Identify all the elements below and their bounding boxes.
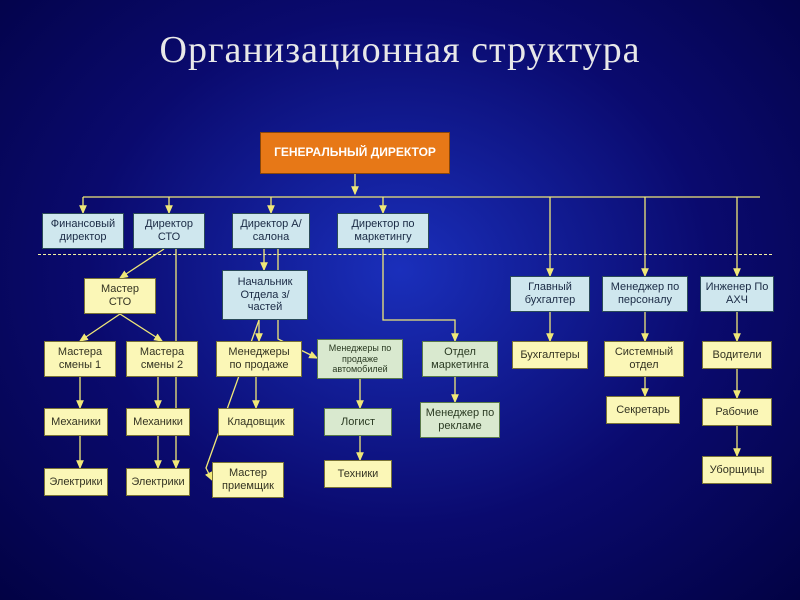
node-msto: Мастер СТО <box>84 278 156 314</box>
node-el2: Электрики <box>126 468 190 496</box>
node-vod: Водители <box>702 341 772 369</box>
node-mpr: Менеджеры по продаже <box>216 341 302 377</box>
org-chart-stage: Организационная структура ГЕНЕРАЛЬНЫЙ ДИ… <box>0 0 800 600</box>
node-rab: Рабочие <box>702 398 772 426</box>
node-mh1: Механики <box>44 408 108 436</box>
node-mrek: Менеджер по рекламе <box>420 402 500 438</box>
node-el1: Электрики <box>44 468 108 496</box>
node-mh2: Механики <box>126 408 190 436</box>
node-ahch: Инженер По АХЧ <box>700 276 774 312</box>
node-mpri: Мастер приемщик <box>212 462 284 498</box>
node-sto: Директор СТО <box>133 213 205 249</box>
node-mper: Менеджер по персоналу <box>602 276 688 312</box>
node-salon: Директор А/салона <box>232 213 310 249</box>
node-sys: Системный отдел <box>604 341 684 377</box>
node-ms1: Мастера смены 1 <box>44 341 116 377</box>
node-teh: Техники <box>324 460 392 488</box>
node-ms2: Мастера смены 2 <box>126 341 198 377</box>
node-sec: Секретарь <box>606 396 680 424</box>
node-gbux: Главный бухгалтер <box>510 276 590 312</box>
node-mpra: Менеджеры по продаже автомобилей <box>317 339 403 379</box>
node-omkt: Отдел маркетинга <box>422 341 498 377</box>
node-kld: Кладовщик <box>218 408 294 436</box>
node-gen: ГЕНЕРАЛЬНЫЙ ДИРЕКТОР <box>260 132 450 174</box>
tier-divider <box>38 254 772 255</box>
node-ubor: Уборщицы <box>702 456 772 484</box>
node-mkt: Директор по маркетингу <box>337 213 429 249</box>
node-nzch: Начальник Отдела з/частей <box>222 270 308 320</box>
node-bux: Бухгалтеры <box>512 341 588 369</box>
node-log: Логист <box>324 408 392 436</box>
node-fin: Финансовый директор <box>42 213 124 249</box>
page-title: Организационная структура <box>0 28 800 72</box>
